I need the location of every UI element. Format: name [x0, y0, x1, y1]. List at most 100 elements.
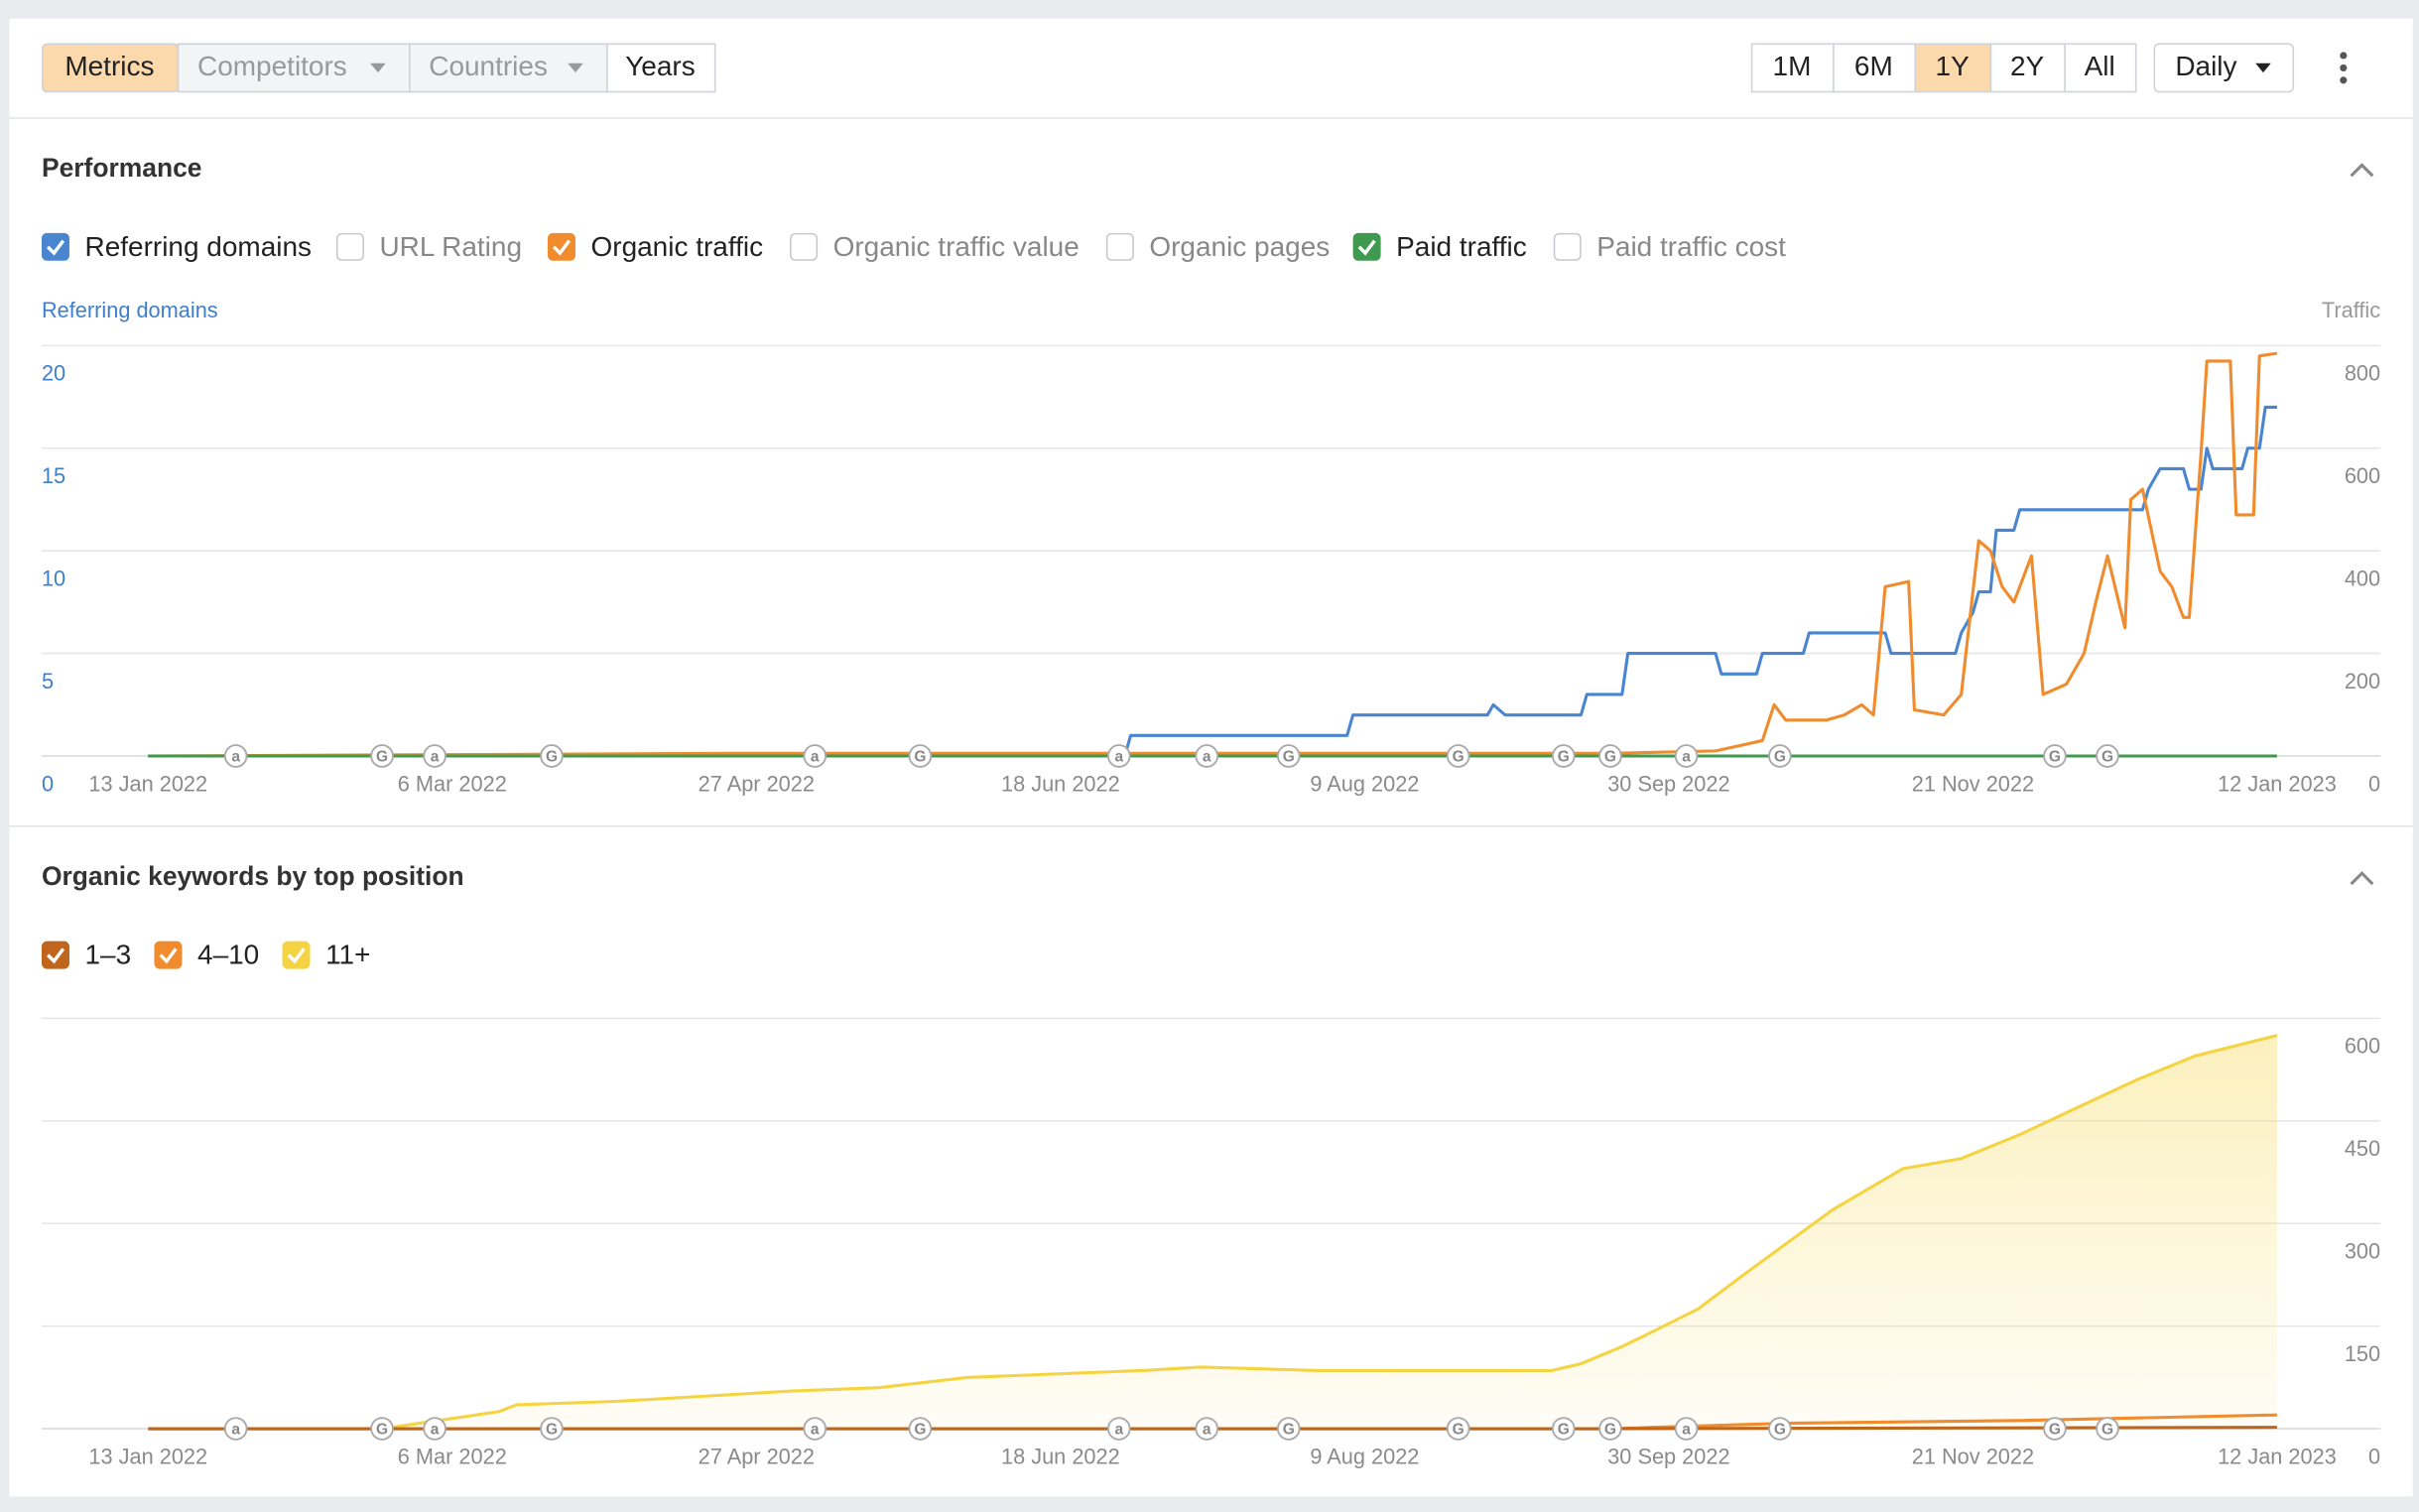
event-label: G	[1453, 1422, 1464, 1439]
checkbox-label: Referring domains	[85, 231, 313, 262]
event-marker[interactable]	[423, 744, 446, 768]
event-label: a	[1203, 749, 1211, 766]
event-marker[interactable]	[803, 1417, 828, 1441]
checkbox[interactable]	[790, 232, 819, 261]
event-marker[interactable]	[1195, 744, 1219, 768]
x-tick-label: 9 Aug 2022	[1310, 771, 1419, 796]
event-label: a	[1203, 1422, 1211, 1439]
event-marker[interactable]	[2043, 744, 2067, 768]
event-label: G	[376, 1422, 388, 1439]
event-marker[interactable]	[2096, 744, 2119, 768]
event-marker[interactable]	[370, 1417, 394, 1441]
event-label: a	[431, 1422, 440, 1439]
event-label: G	[914, 749, 926, 766]
event-marker[interactable]	[1446, 744, 1470, 768]
event-marker[interactable]	[1768, 744, 1792, 768]
checkmark	[46, 947, 65, 964]
event-marker[interactable]	[223, 744, 248, 768]
y-tick-label: 5	[42, 669, 54, 693]
range-button[interactable]	[1914, 43, 1992, 93]
checkbox-label: Organic traffic value	[833, 231, 1080, 262]
x-tick-label: 13 Jan 2022	[88, 771, 207, 796]
event-label: G	[1558, 749, 1570, 766]
checkbox[interactable]	[282, 941, 311, 969]
event-marker[interactable]	[1598, 744, 1622, 768]
checkbox[interactable]	[1553, 232, 1582, 261]
event-label: G	[1453, 749, 1464, 766]
range-label: 1Y	[1936, 51, 1971, 81]
x-tick-label: 12 Jan 2023	[2218, 771, 2337, 796]
event-marker[interactable]	[540, 1417, 564, 1441]
event-label: G	[2101, 1422, 2113, 1439]
checkbox[interactable]	[1352, 232, 1381, 261]
checkmark	[159, 947, 178, 964]
event-marker[interactable]	[1106, 1417, 1131, 1441]
checkbox[interactable]	[41, 941, 69, 969]
y2-tick-label: 800	[2345, 361, 2380, 386]
checkbox[interactable]	[547, 232, 575, 261]
event-marker[interactable]	[1276, 744, 1301, 768]
y2-tick-label: 400	[2345, 566, 2380, 590]
y-tick-label: 20	[42, 361, 65, 386]
y-tick-label: 450	[2345, 1136, 2380, 1161]
event-label: G	[914, 1422, 926, 1439]
event-marker[interactable]	[1674, 1417, 1699, 1441]
x-tick-label: 21 Nov 2022	[1912, 1444, 2034, 1468]
event-label: a	[811, 1422, 820, 1439]
kebab-menu[interactable]	[2340, 52, 2348, 84]
interval-dropdown[interactable]	[2153, 43, 2295, 93]
event-marker[interactable]	[908, 744, 933, 768]
event-marker[interactable]	[423, 1417, 446, 1441]
y-tick-label: 600	[2345, 1034, 2380, 1059]
checkbox[interactable]	[41, 232, 69, 261]
event-marker[interactable]	[2043, 1417, 2067, 1441]
y-tick-label: 150	[2345, 1341, 2380, 1366]
event-marker[interactable]	[1446, 1417, 1470, 1441]
range-label: 6M	[1854, 51, 1893, 81]
collapse-button[interactable]	[2350, 870, 2374, 886]
range-button[interactable]	[1750, 43, 1835, 93]
x-tick-label: 6 Mar 2022	[398, 1444, 507, 1468]
y2-tick-label: 200	[2345, 669, 2380, 693]
checkmark	[287, 947, 306, 964]
event-marker[interactable]	[908, 1417, 933, 1441]
event-marker[interactable]	[1768, 1417, 1792, 1441]
range-button[interactable]	[1833, 43, 1917, 93]
checkbox[interactable]	[1105, 232, 1134, 261]
x-tick-label: 13 Jan 2022	[88, 1444, 207, 1468]
event-marker[interactable]	[803, 744, 828, 768]
event-marker[interactable]	[223, 1417, 248, 1441]
checkbox[interactable]	[154, 941, 183, 969]
event-label: G	[376, 749, 388, 766]
event-marker[interactable]	[540, 744, 564, 768]
range-button[interactable]	[2064, 43, 2137, 93]
event-label: G	[546, 1422, 558, 1439]
y-tick-label: 300	[2345, 1238, 2380, 1263]
checkbox-label: URL Rating	[379, 231, 522, 262]
checkbox-label: Paid traffic cost	[1596, 231, 1786, 262]
event-marker[interactable]	[2096, 1417, 2119, 1441]
event-label: a	[811, 749, 820, 766]
event-marker[interactable]	[1674, 744, 1699, 768]
collapse-button[interactable]	[2350, 163, 2374, 178]
section-title: Organic keywords by top position	[42, 861, 464, 891]
checkbox[interactable]	[335, 232, 364, 261]
series-line	[148, 405, 2277, 758]
checkbox-label: Paid traffic	[1396, 231, 1527, 262]
event-label: G	[2101, 749, 2113, 766]
range-button[interactable]	[1989, 43, 2066, 93]
event-marker[interactable]	[1276, 1417, 1301, 1441]
tab-label: Countries	[429, 51, 548, 81]
event-marker[interactable]	[1598, 1417, 1622, 1441]
event-marker[interactable]	[1551, 1417, 1576, 1441]
dropdown-arrow	[2255, 63, 2271, 73]
series-line	[148, 1034, 2278, 1431]
event-marker[interactable]	[1551, 744, 1576, 768]
event-marker[interactable]	[1106, 744, 1131, 768]
tab-button[interactable]	[606, 43, 716, 93]
event-marker[interactable]	[370, 744, 394, 768]
x-tick-label: 30 Sep 2022	[1607, 771, 1729, 796]
event-label: G	[2049, 1422, 2061, 1439]
event-marker[interactable]	[1195, 1417, 1219, 1441]
x-tick-label: 21 Nov 2022	[1912, 771, 2034, 796]
